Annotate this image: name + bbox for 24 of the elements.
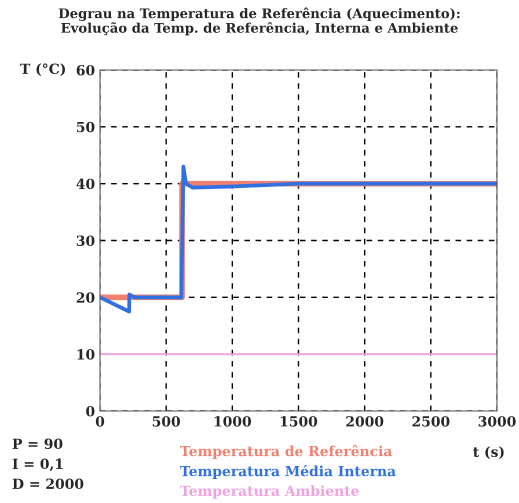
y-axis-title: T (°C): [20, 63, 65, 76]
y-tick-label: 40: [76, 178, 94, 190]
x-tick-label: 2500: [412, 416, 450, 427]
y-tick-label: 20: [76, 292, 94, 303]
x-tick-label: 0: [96, 416, 104, 427]
y-tick-label: 50: [76, 122, 94, 132]
line-series: [100, 164, 497, 314]
x-tick-label: 500: [152, 416, 180, 427]
y-tick-label: 0: [86, 406, 94, 416]
y-tick-label: 10: [78, 349, 94, 360]
text: P = 90: [12, 438, 62, 450]
x-tick-label: 2000: [346, 416, 384, 427]
chart-title: Degrau na Temperatura de Referência (Aquecimento): Evolução da Temp. de Referência, Interna e Ambiente: [58, 8, 460, 36]
y-tick-label: 60: [76, 64, 94, 76]
text: D = 2000: [12, 478, 84, 490]
text: Temperatura Média Interna: [180, 465, 396, 479]
x-tick-label: 1500: [280, 416, 318, 427]
x-tick-label: 3000: [478, 416, 516, 427]
x-axis-title: t (s): [473, 446, 504, 459]
y-tick-label: 30: [76, 235, 94, 246]
text: Temperatura de Referência: [180, 445, 392, 459]
text: Temperatura Ambiente: [180, 485, 359, 499]
x-tick-label: 1000: [214, 416, 252, 427]
text: I = 0,1: [12, 458, 63, 472]
